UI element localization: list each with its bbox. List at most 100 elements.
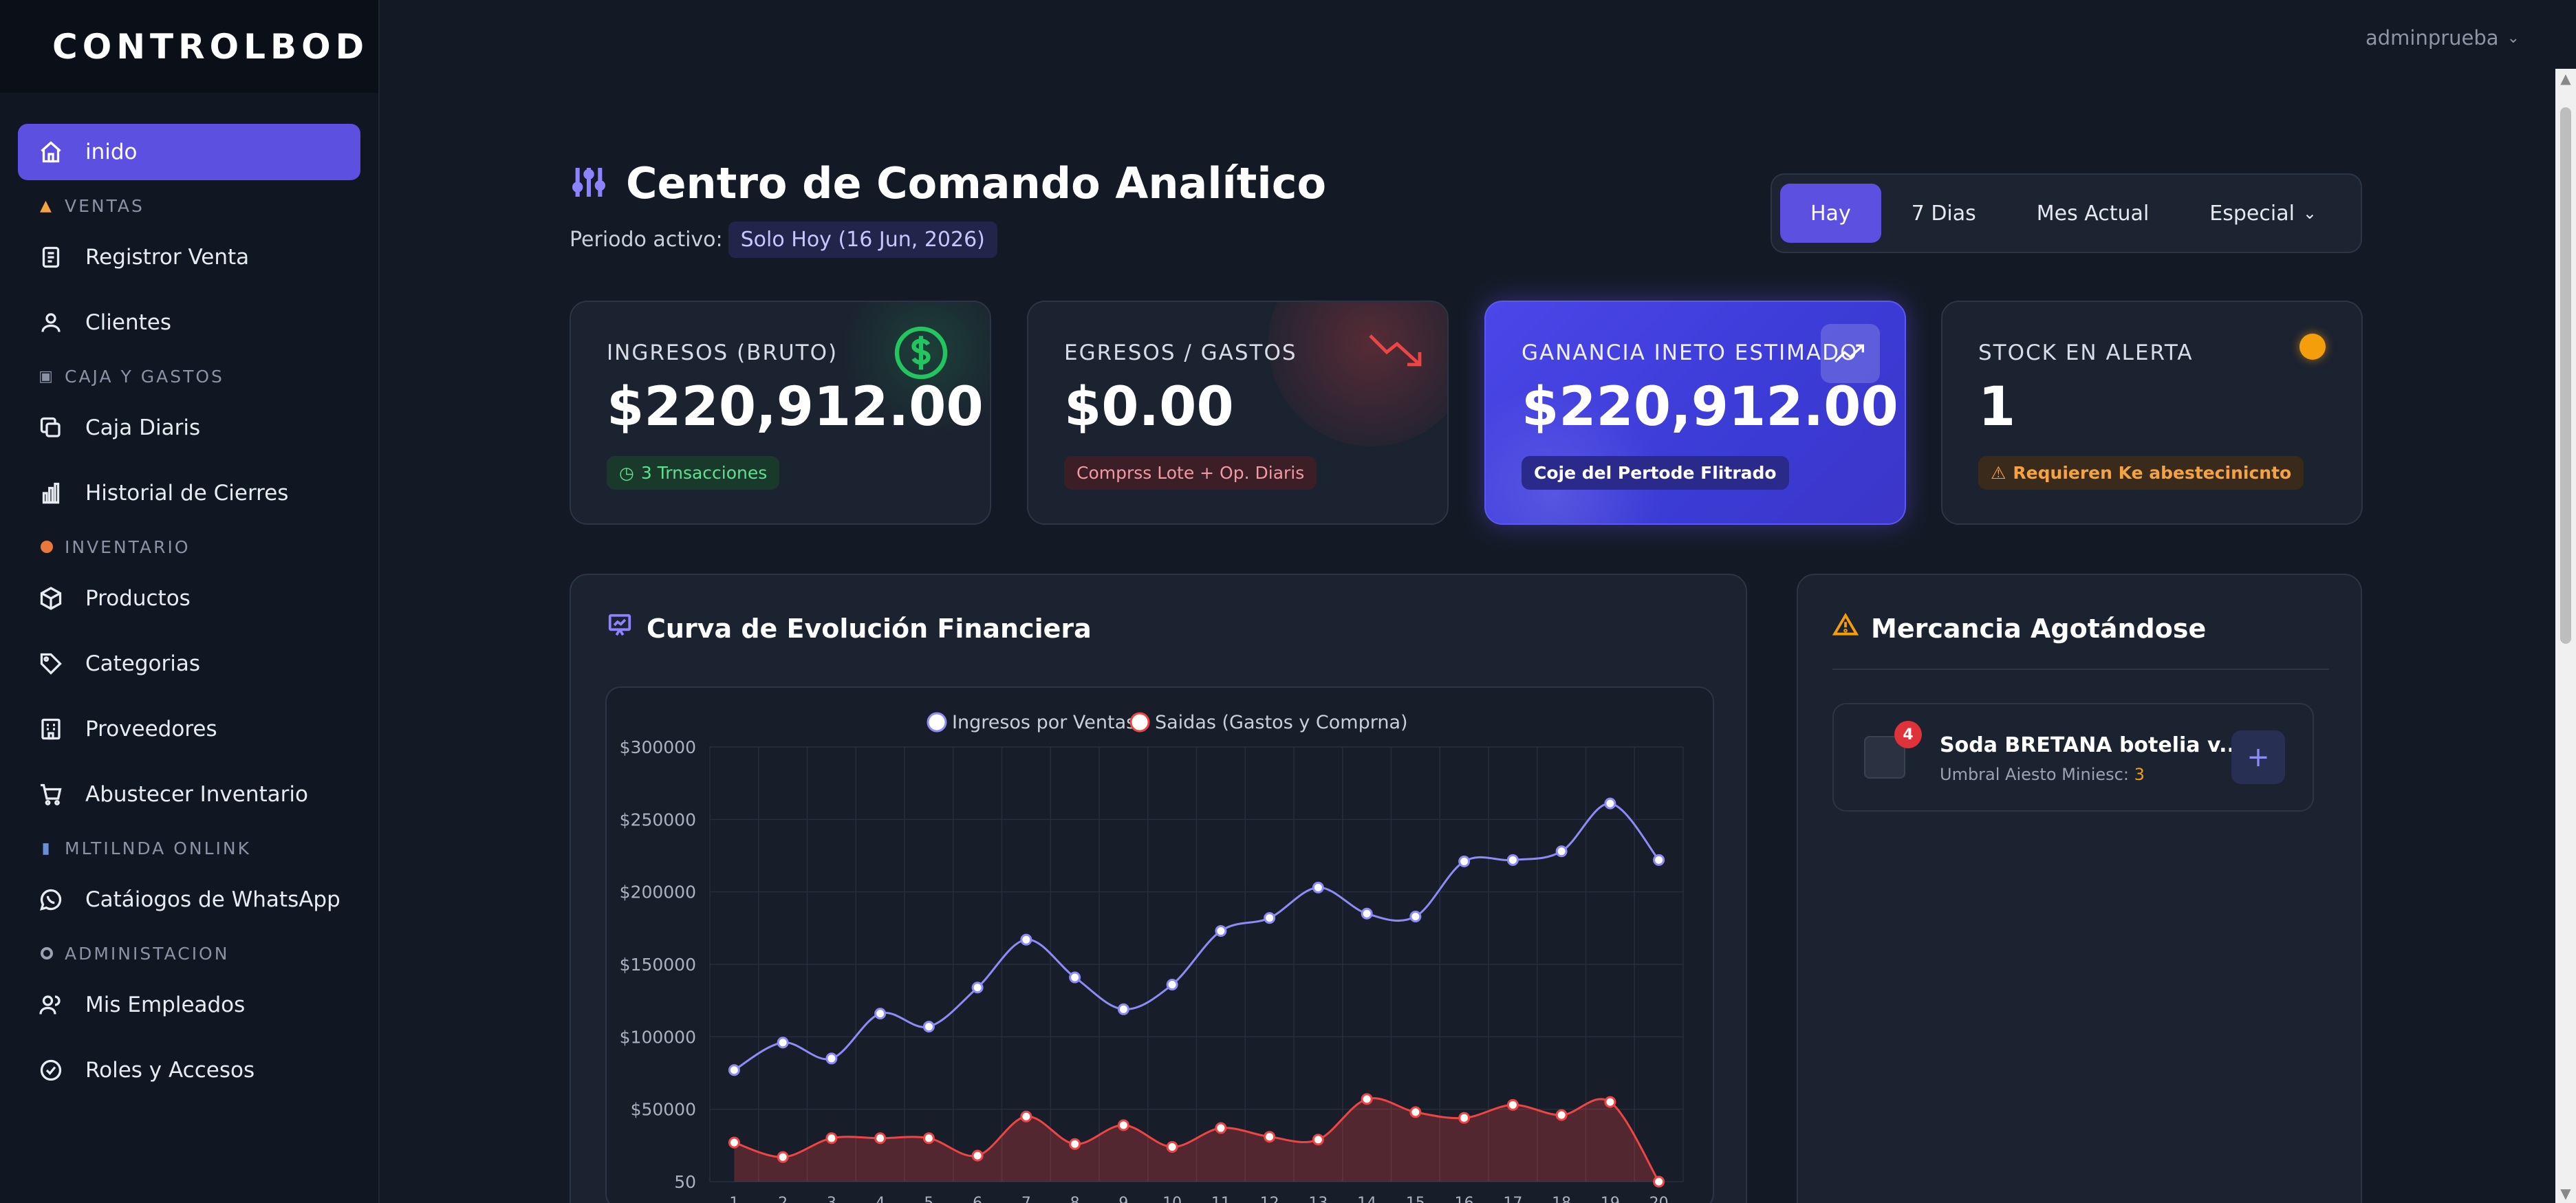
expenses-point	[1604, 1096, 1616, 1108]
expenses-point	[1166, 1140, 1178, 1153]
range-custom-dropdown[interactable]: Especial ⌄	[2179, 184, 2347, 243]
store-icon: ▲	[40, 197, 54, 215]
sidebar-item-categorias[interactable]: Categorias	[18, 636, 360, 692]
sidebar-item-label: Historial de Cierres	[85, 481, 289, 506]
dot-icon	[39, 945, 55, 962]
expenses-point	[1215, 1122, 1227, 1134]
trending-up-icon	[1821, 324, 1880, 383]
income-point	[1458, 855, 1471, 867]
expenses-point	[1117, 1119, 1129, 1131]
expenses-point	[1312, 1134, 1324, 1146]
expenses-point	[777, 1151, 789, 1163]
y-tick-label: $100000	[620, 1027, 696, 1047]
profit-badge: Coje del Pertode Flitrado	[1522, 456, 1789, 490]
sidebar-item-mis-empleados[interactable]: Mis Empleados	[18, 977, 360, 1033]
legend-label: Ingresos por Ventas	[952, 712, 1136, 733]
expenses-point	[922, 1132, 935, 1145]
income-point	[1166, 978, 1178, 990]
cart-icon	[37, 781, 65, 808]
low-stock-item[interactable]: 4 Soda BRETANA botelia v... Umbral Aiest…	[1832, 703, 2314, 812]
user-menu[interactable]: adminprueba ⌄	[2366, 26, 2520, 50]
series-area-expenses	[734, 1098, 1659, 1182]
sidebar-section-inventario: INVENTARIO	[18, 530, 360, 563]
tag-icon	[37, 650, 65, 678]
product-name: Soda BRETANA botelia v...	[1940, 733, 2243, 757]
sidebar-item-inido[interactable]: inido	[18, 124, 360, 180]
restock-add-button[interactable]: +	[2231, 730, 2285, 784]
sidebar-item-label: Mis Empleados	[85, 993, 246, 1017]
sidebar: CONTROLBOD inido ▲ VENTAS Registror Venta Cl…	[0, 0, 380, 1203]
range-7days-button[interactable]: 7 Dias	[1911, 201, 1976, 226]
x-tick-label: 15	[1406, 1195, 1425, 1203]
chart-title: Curva de Evolución Financiera	[647, 613, 1092, 644]
sidebar-item-caja-diaris[interactable]: Caja Diaris	[18, 400, 360, 456]
sidebar-section-caja-y-gastos: ▣ CAJA Y GASTOS	[18, 360, 360, 393]
presentation-chart-icon	[607, 612, 633, 644]
page-scrollbar[interactable]: ▲ ▼	[2555, 69, 2576, 1203]
sidebar-section-administacion: ADMINISTACION	[18, 937, 360, 970]
clock-icon: ◷	[619, 463, 634, 483]
low-stock-header: Mercancia Agotándose	[1832, 612, 2206, 644]
sidebar-item-cat-iogos-de-whatsapp[interactable]: Catáiogos de WhatsApp	[18, 871, 360, 928]
legend-marker	[1129, 712, 1150, 733]
users-icon	[37, 991, 65, 1019]
folder-icon: ▮	[41, 839, 52, 857]
y-tick-label: $250000	[620, 810, 696, 830]
range-month-button[interactable]: Mes Actual	[2036, 201, 2150, 226]
income-label: INGRESOS (BRUTO)	[607, 340, 838, 365]
sidebar-item-abustecer-inventario[interactable]: Abustecer Inventario	[18, 766, 360, 823]
sidebar-item-label: Clientes	[85, 310, 171, 335]
income-point	[1215, 925, 1227, 938]
expenses-badge-text: Comprss Lote + Op. Diaris	[1076, 463, 1305, 483]
x-tick-label: 17	[1503, 1195, 1522, 1203]
x-tick-label: 19	[1601, 1195, 1620, 1203]
legend-label: Saidas (Gastos y Comprna)	[1155, 712, 1408, 733]
sidebar-item-label: Roles y Accesos	[85, 1058, 255, 1083]
line-chart: $300000 $250000 $200000 $150000 $100000 $5000…	[620, 712, 1684, 1203]
sidebar-section-ventas: ▲ VENTAS	[18, 189, 360, 222]
range-today-button[interactable]: Hay	[1780, 184, 1881, 243]
page-header: Centro de Comando Analítico	[570, 158, 1326, 208]
scroll-down-icon[interactable]: ▼	[2560, 1185, 2571, 1202]
scrollbar-thumb[interactable]	[2560, 107, 2571, 644]
brand-logo[interactable]: CONTROLBOD	[0, 0, 378, 93]
threshold-value: 3	[2134, 765, 2145, 784]
low-stock-title: Mercancia Agotándose	[1871, 613, 2207, 644]
stock-value: 1	[1978, 376, 2016, 438]
building-icon	[37, 715, 65, 743]
divider	[1832, 669, 2329, 670]
cash-register-icon: ▣	[39, 367, 55, 385]
threshold-row: Umbral Aiesto Miniesc: 3	[1940, 765, 2145, 784]
x-tick-label: 5	[924, 1195, 933, 1203]
sidebar-nav: inido ▲ VENTAS Registror Venta Clientes ▣ CAJA…	[0, 93, 378, 1098]
user-name: adminprueba	[2365, 26, 2499, 50]
sidebar-item-historial-de-cierres[interactable]: Historial de Cierres	[18, 465, 360, 521]
income-point	[777, 1037, 789, 1049]
scroll-up-icon[interactable]: ▲	[2560, 70, 2571, 87]
sidebar-item-clientes[interactable]: Clientes	[18, 294, 360, 351]
profit-badge-text: Coje del Pertode Flitrado	[1534, 463, 1777, 483]
expenses-point	[1506, 1098, 1519, 1111]
sidebar-item-productos[interactable]: Productos	[18, 570, 360, 627]
chevron-down-icon: ⌄	[2302, 204, 2317, 223]
income-point	[874, 1008, 887, 1020]
user-icon	[37, 309, 65, 336]
range-selector: Hay 7 Dias Mes Actual Especial ⌄	[1771, 173, 2362, 253]
expenses-point	[728, 1136, 740, 1149]
chart-panel: Curva de Evolución Financiera $300000 $25…	[570, 574, 1747, 1203]
x-tick-label: 18	[1552, 1195, 1571, 1203]
range-custom-label: Especial	[2209, 201, 2295, 226]
expenses-point	[1409, 1106, 1422, 1118]
sidebar-item-proveedores[interactable]: Proveedores	[18, 701, 360, 757]
sidebar-item-registror-venta[interactable]: Registror Venta	[18, 229, 360, 285]
sidebar-item-roles-y-accesos[interactable]: Roles y Accesos	[18, 1042, 360, 1098]
sidebar-section-mltilnda-onlink: ▮ MLTILNDA ONLINK	[18, 832, 360, 865]
section-label: ADMINISTACION	[65, 943, 230, 964]
y-tick-label: $300000	[620, 737, 696, 757]
x-tick-label: 2	[778, 1195, 788, 1203]
chevron-down-icon: ⌄	[2507, 29, 2520, 47]
section-label: MLTILNDA ONLINK	[65, 838, 251, 858]
sidebar-item-label: Catáiogos de WhatsApp	[85, 887, 340, 912]
chart-panel-header: Curva de Evolución Financiera	[607, 612, 1092, 644]
income-point	[1506, 854, 1519, 866]
